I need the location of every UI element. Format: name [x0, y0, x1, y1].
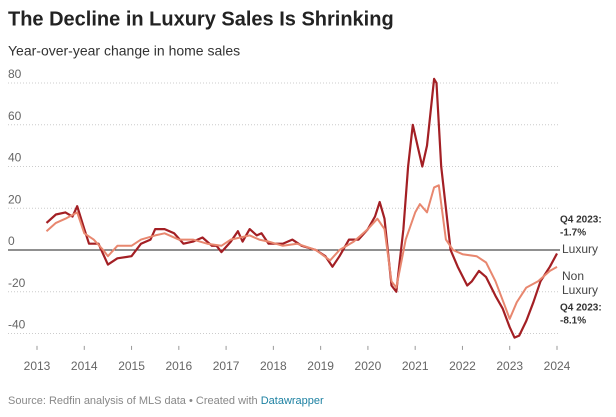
legend-label: Non Luxury [562, 269, 598, 297]
chart-subtitle: Year-over-year change in home sales [8, 43, 240, 59]
x-tick-label: 2024 [544, 359, 571, 373]
x-tick-label: 2022 [449, 359, 476, 373]
source-text: Source: Redfin analysis of MLS data • Cr… [8, 395, 258, 407]
x-tick-label: 2023 [496, 359, 523, 373]
annotation: -1.7% [560, 228, 586, 239]
x-tick-label: 2013 [24, 359, 51, 373]
legend-label-line: Luxury [562, 283, 598, 297]
y-tick-label: 20 [8, 192, 22, 206]
y-tick-label: -40 [8, 318, 26, 332]
x-tick-label: 2020 [355, 359, 382, 373]
x-tick-label: 2019 [307, 359, 334, 373]
y-tick-label: 60 [8, 109, 22, 123]
x-tick-label: 2018 [260, 359, 287, 373]
annotation: -8.1% [560, 316, 586, 327]
y-tick-label: 80 [8, 67, 22, 81]
x-tick-label: 2021 [402, 359, 429, 373]
y-tick-label: 0 [8, 234, 15, 248]
legend-label-line: Luxury [562, 242, 598, 256]
series-line [45, 77, 558, 339]
annotation: Q4 2023: [560, 303, 602, 314]
chart-title: The Decline in Luxury Sales Is Shrinking [8, 8, 394, 30]
series-line [45, 184, 558, 320]
annotation: Q4 2023: [560, 215, 602, 226]
y-tick-label: 40 [8, 151, 22, 165]
y-tick-label: -20 [8, 276, 26, 290]
credit-link[interactable]: Datawrapper [261, 395, 324, 407]
legend-label-line: Non [562, 269, 584, 283]
legend-label: Luxury [562, 242, 598, 256]
x-tick-label: 2015 [118, 359, 145, 373]
x-tick-label: 2016 [165, 359, 192, 373]
source: Source: Redfin analysis of MLS data • Cr… [8, 395, 324, 407]
x-tick-label: 2014 [71, 359, 98, 373]
x-tick-label: 2017 [213, 359, 240, 373]
